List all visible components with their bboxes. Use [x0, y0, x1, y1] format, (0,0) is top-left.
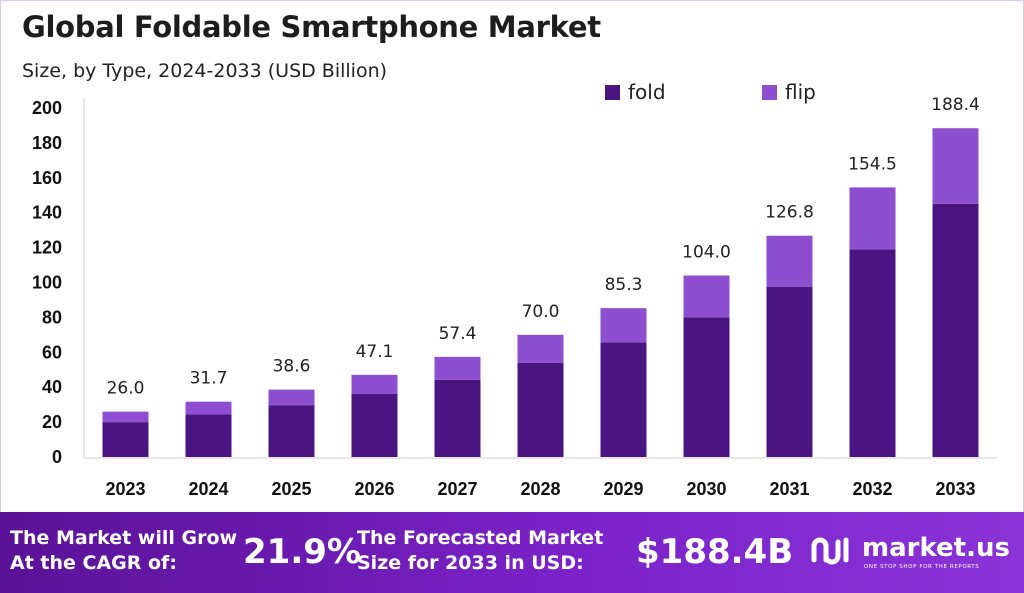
x-tick-label-2025: 2025 [271, 479, 311, 499]
bar-fold-2032 [849, 249, 896, 457]
bar-fold-2029 [600, 342, 647, 457]
legend-swatch-fold [605, 84, 620, 100]
bar-fold-2033 [932, 203, 979, 457]
y-tick-label: 140 [32, 203, 62, 223]
bar-flip-2030 [683, 275, 730, 318]
x-tick-label-2029: 2029 [603, 479, 643, 499]
data-label-2033: 188.4 [931, 95, 980, 115]
brand-name: market.us [862, 533, 1010, 563]
legend-label-flip: flip [785, 80, 816, 104]
brand: market.us ONE STOP SHOP FOR THE REPORTS [810, 533, 1010, 570]
y-tick-label: 0 [52, 447, 62, 467]
y-tick-label: 20 [42, 412, 62, 432]
chart-title: Global Foldable Smartphone Market [22, 10, 601, 44]
y-tick-label: 80 [42, 307, 62, 327]
bar-chart: 0 20 40 60 80 100 120 140 160 180 200 26.0 2023 31.7 2… [32, 95, 997, 499]
x-tick-label-2028: 2028 [520, 479, 560, 499]
bar-fold-2028 [517, 362, 564, 457]
forecast-value: $188.4B [636, 532, 794, 572]
data-label-2025: 38.6 [273, 357, 311, 377]
bar-fold-2030 [683, 317, 730, 457]
legend-swatch-flip [762, 84, 777, 100]
x-tick-label-2032: 2032 [852, 479, 892, 499]
market-us-logo-icon [811, 537, 849, 565]
y-tick-label: 100 [32, 273, 62, 293]
x-tick-label-2027: 2027 [437, 479, 477, 499]
bar-flip-2029 [600, 308, 647, 343]
data-label-2026: 47.1 [356, 342, 394, 362]
x-tick-label-2026: 2026 [354, 479, 394, 499]
y-tick-label: 60 [42, 342, 62, 362]
y-tick-label: 180 [32, 133, 62, 153]
bar-fold-2031 [766, 286, 813, 457]
summary-banner: The Market will Grow At the CAGR of: 21.… [0, 512, 1024, 593]
y-tick-label: 200 [32, 98, 62, 118]
brand-tagline: ONE STOP SHOP FOR THE REPORTS [864, 564, 980, 570]
bar-flip-2031 [766, 235, 813, 287]
bar-flip-2033 [932, 128, 979, 204]
y-tick-label: 40 [42, 377, 62, 397]
legend-item-flip: flip [762, 80, 816, 104]
data-label-2030: 104.0 [682, 243, 731, 263]
bar-flip-2023 [102, 411, 149, 423]
x-tick-label-2024: 2024 [188, 479, 228, 499]
bar-flip-2024 [185, 401, 232, 415]
data-label-2029: 85.3 [605, 275, 643, 295]
cagr-value: 21.9% [243, 532, 361, 572]
cagr-label: The Market will Grow At the CAGR of: [10, 527, 238, 574]
data-label-2032: 154.5 [848, 154, 897, 174]
legend-label-fold: fold [628, 80, 666, 104]
data-label-2023: 26.0 [107, 379, 145, 399]
bar-fold-2024 [185, 414, 232, 457]
bar-fold-2025 [268, 405, 315, 457]
bar-fold-2027 [434, 379, 481, 457]
data-label-2024: 31.7 [190, 369, 228, 389]
x-tick-label-2031: 2031 [769, 479, 809, 499]
bar-flip-2027 [434, 356, 481, 380]
x-tick-label-2033: 2033 [935, 479, 975, 499]
legend-item-fold: fold [605, 80, 666, 104]
x-tick-label-2023: 2023 [105, 479, 145, 499]
y-tick-label: 120 [32, 238, 62, 258]
data-label-2031: 126.8 [765, 203, 814, 223]
bar-flip-2025 [268, 389, 315, 406]
bar-fold-2023 [102, 422, 149, 457]
data-label-2028: 70.0 [522, 302, 560, 322]
bar-flip-2026 [351, 374, 398, 394]
forecast-label: The Forecasted Market Size for 2033 in U… [357, 527, 604, 574]
chart-subtitle: Size, by Type, 2024-2033 (USD Billion) [22, 60, 388, 82]
bar-flip-2028 [517, 334, 564, 363]
data-label-2027: 57.4 [439, 324, 477, 344]
y-tick-label: 160 [32, 168, 62, 188]
bar-fold-2026 [351, 393, 398, 457]
bar-flip-2032 [849, 187, 896, 250]
x-tick-label-2030: 2030 [686, 479, 726, 499]
